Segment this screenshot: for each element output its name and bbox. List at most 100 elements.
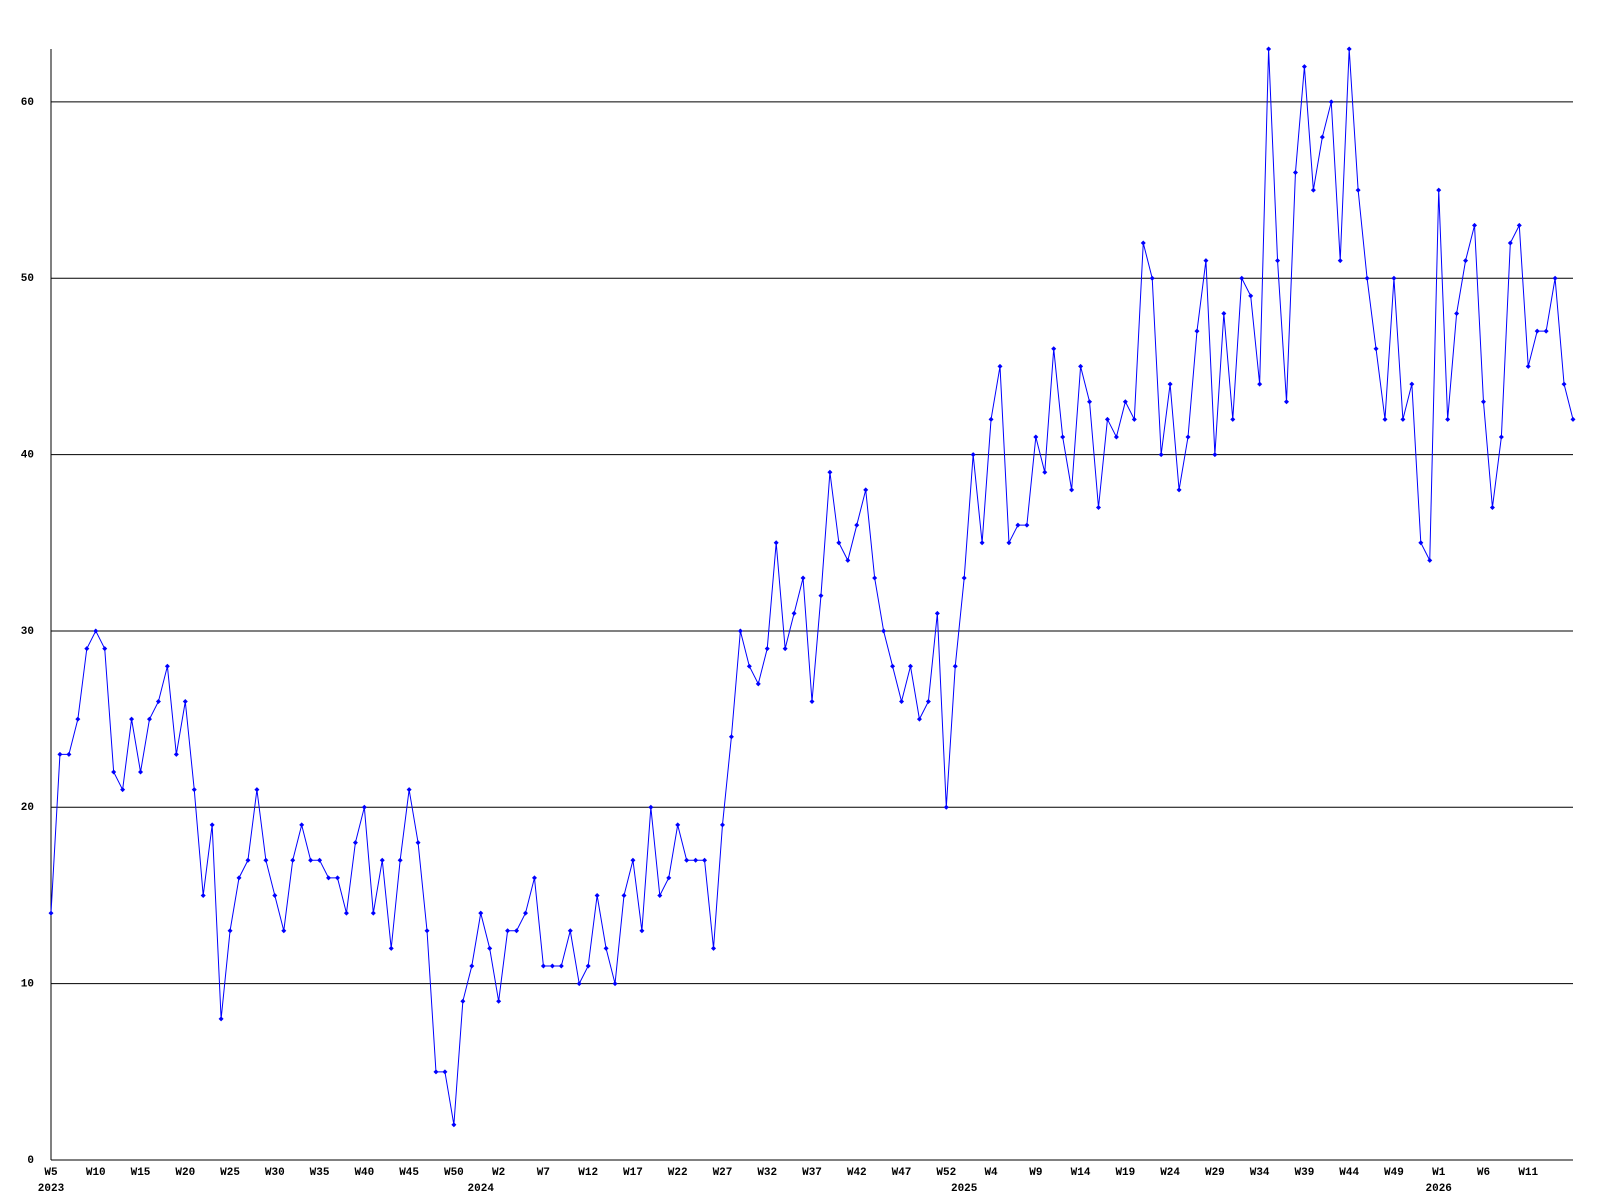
data-point	[1122, 399, 1128, 405]
data-point	[66, 751, 72, 757]
data-point	[352, 840, 358, 846]
data-point	[845, 557, 851, 563]
data-point	[1552, 275, 1558, 281]
data-point	[478, 910, 484, 916]
y-tick-label: 50	[21, 273, 34, 285]
data-point	[370, 910, 376, 916]
data-point	[1113, 434, 1119, 440]
data-point	[630, 857, 636, 863]
x-tick-label: W29	[1205, 1167, 1225, 1179]
data-point	[1051, 346, 1057, 352]
data-point	[1069, 487, 1075, 493]
data-point	[827, 469, 833, 475]
data-point	[916, 716, 922, 722]
data-point	[549, 963, 555, 969]
data-point	[890, 663, 896, 669]
year-label: 2023	[38, 1183, 65, 1195]
x-tick-label: W52	[936, 1167, 956, 1179]
x-tick-label: W37	[802, 1167, 822, 1179]
data-point	[773, 540, 779, 546]
data-point	[1131, 416, 1137, 422]
x-tick-label: W20	[175, 1167, 195, 1179]
data-point	[1498, 434, 1504, 440]
data-point	[1275, 258, 1281, 264]
data-point	[433, 1069, 439, 1075]
data-point	[603, 945, 609, 951]
data-point	[487, 945, 493, 951]
data-point	[218, 1016, 224, 1022]
data-point	[531, 875, 537, 881]
data-point	[1212, 452, 1218, 458]
data-point	[764, 646, 770, 652]
x-tick-label: W5	[44, 1167, 58, 1179]
data-point	[1525, 363, 1531, 369]
data-point	[1230, 416, 1236, 422]
year-label: 2026	[1426, 1183, 1452, 1195]
y-tick-label: 40	[21, 450, 34, 462]
data-point	[182, 698, 188, 704]
data-point	[84, 646, 90, 652]
y-tick-label: 20	[21, 802, 34, 814]
data-point	[1006, 540, 1012, 546]
data-point	[1427, 557, 1433, 563]
data-point	[138, 769, 144, 775]
data-point	[424, 928, 430, 934]
data-point	[1203, 258, 1209, 264]
data-point	[505, 928, 511, 934]
data-point	[1570, 416, 1576, 422]
x-tick-label: W34	[1250, 1167, 1270, 1179]
data-point	[728, 734, 734, 740]
data-point	[961, 575, 967, 581]
x-tick-label: W30	[265, 1167, 285, 1179]
data-point	[415, 840, 421, 846]
data-point	[1418, 540, 1424, 546]
data-point	[558, 963, 564, 969]
data-point	[254, 787, 260, 793]
data-point	[1436, 187, 1442, 193]
data-point	[1355, 187, 1361, 193]
data-point	[1472, 222, 1478, 228]
data-point	[1382, 416, 1388, 422]
data-point	[164, 663, 170, 669]
data-point	[997, 363, 1003, 369]
data-point	[988, 416, 994, 422]
data-point	[317, 857, 323, 863]
y-tick-label: 0	[27, 1155, 34, 1167]
data-point	[1015, 522, 1021, 528]
x-tick-label: W40	[354, 1167, 374, 1179]
data-point	[120, 787, 126, 793]
data-point	[836, 540, 842, 546]
data-point	[1176, 487, 1182, 493]
data-point	[1185, 434, 1191, 440]
data-point	[925, 698, 931, 704]
x-tick-label: W44	[1339, 1167, 1359, 1179]
data-point	[173, 751, 179, 757]
data-point	[155, 698, 161, 704]
x-tick-label: W25	[220, 1167, 240, 1179]
x-tick-label: W9	[1029, 1167, 1042, 1179]
data-point	[934, 610, 940, 616]
data-point	[93, 628, 99, 634]
x-tick-label: W2	[492, 1167, 505, 1179]
x-tick-label: W15	[131, 1167, 151, 1179]
data-point	[979, 540, 985, 546]
data-point	[711, 945, 717, 951]
x-tick-label: W11	[1518, 1167, 1538, 1179]
data-point	[1024, 522, 1030, 528]
data-point	[191, 787, 197, 793]
data-point	[326, 875, 332, 881]
data-point	[308, 857, 314, 863]
data-point	[129, 716, 135, 722]
x-tick-label: W1	[1432, 1167, 1446, 1179]
data-point	[1328, 99, 1334, 105]
data-point	[675, 822, 681, 828]
data-point	[1480, 399, 1486, 405]
x-tick-label: W10	[86, 1167, 106, 1179]
data-point	[1266, 46, 1272, 52]
data-point	[755, 681, 761, 687]
data-point	[1033, 434, 1039, 440]
data-point	[1042, 469, 1048, 475]
data-point	[334, 875, 340, 881]
data-point	[1087, 399, 1093, 405]
